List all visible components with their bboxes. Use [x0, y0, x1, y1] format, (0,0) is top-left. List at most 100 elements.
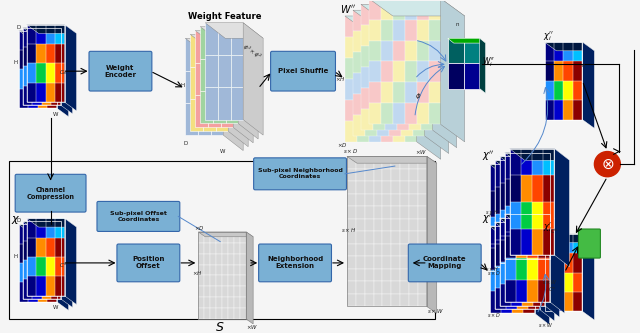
Polygon shape [38, 282, 47, 302]
Polygon shape [512, 226, 524, 248]
Text: $\chi''$: $\chi''$ [482, 150, 494, 163]
Polygon shape [573, 100, 582, 120]
Polygon shape [405, 58, 417, 79]
Text: $C^{in}$: $C^{in}$ [547, 285, 556, 294]
Polygon shape [228, 265, 234, 275]
Polygon shape [228, 275, 234, 286]
Polygon shape [490, 244, 501, 271]
Polygon shape [500, 157, 559, 168]
Polygon shape [391, 244, 400, 256]
Polygon shape [61, 221, 72, 307]
Polygon shape [405, 41, 417, 62]
Polygon shape [361, 88, 373, 109]
Polygon shape [540, 160, 554, 278]
Polygon shape [353, 94, 365, 115]
Polygon shape [420, 109, 433, 130]
Polygon shape [361, 109, 373, 130]
Polygon shape [420, 46, 433, 67]
Polygon shape [409, 244, 418, 256]
Polygon shape [238, 27, 258, 139]
Polygon shape [357, 37, 369, 58]
Polygon shape [383, 157, 391, 169]
Polygon shape [504, 179, 516, 206]
Polygon shape [400, 281, 409, 294]
Polygon shape [464, 63, 479, 89]
Polygon shape [228, 297, 234, 308]
Polygon shape [527, 236, 538, 258]
Polygon shape [400, 206, 409, 219]
Polygon shape [554, 81, 563, 100]
Polygon shape [573, 234, 582, 253]
Polygon shape [204, 254, 210, 265]
Polygon shape [538, 280, 550, 302]
Polygon shape [433, 4, 457, 148]
Polygon shape [205, 23, 218, 55]
Polygon shape [524, 226, 534, 248]
Polygon shape [373, 25, 385, 46]
Polygon shape [401, 73, 413, 94]
Polygon shape [61, 28, 72, 114]
Polygon shape [19, 263, 28, 282]
Polygon shape [216, 275, 222, 286]
Polygon shape [545, 42, 554, 62]
Polygon shape [353, 10, 449, 28]
Polygon shape [221, 63, 233, 95]
Polygon shape [198, 103, 211, 135]
Polygon shape [522, 157, 533, 183]
Polygon shape [374, 294, 383, 306]
Polygon shape [365, 231, 374, 244]
Polygon shape [374, 219, 383, 231]
Polygon shape [234, 265, 240, 275]
Polygon shape [545, 81, 554, 100]
Polygon shape [32, 260, 42, 279]
Polygon shape [464, 38, 479, 63]
Polygon shape [208, 31, 221, 63]
Polygon shape [186, 71, 198, 103]
Polygon shape [347, 294, 356, 306]
Polygon shape [377, 73, 389, 94]
Polygon shape [533, 210, 545, 236]
Polygon shape [190, 34, 248, 50]
Polygon shape [369, 79, 381, 100]
Polygon shape [545, 234, 554, 253]
Polygon shape [204, 308, 210, 319]
Polygon shape [511, 157, 522, 183]
Polygon shape [36, 218, 45, 238]
Polygon shape [538, 179, 550, 206]
Polygon shape [347, 219, 356, 231]
Polygon shape [409, 194, 418, 206]
Polygon shape [365, 281, 374, 294]
Polygon shape [27, 257, 36, 276]
Polygon shape [550, 153, 564, 271]
Polygon shape [554, 62, 563, 81]
Polygon shape [545, 62, 554, 81]
Polygon shape [409, 281, 418, 294]
Polygon shape [385, 109, 397, 130]
Polygon shape [356, 157, 365, 169]
Polygon shape [400, 294, 409, 306]
Polygon shape [365, 31, 377, 52]
Polygon shape [393, 0, 405, 20]
Polygon shape [36, 63, 45, 83]
Polygon shape [198, 297, 204, 308]
Polygon shape [356, 244, 365, 256]
Polygon shape [495, 160, 554, 172]
Polygon shape [397, 46, 409, 67]
Polygon shape [369, 83, 381, 104]
Polygon shape [409, 169, 418, 181]
Polygon shape [361, 4, 457, 22]
Polygon shape [545, 100, 554, 120]
Polygon shape [413, 10, 425, 31]
Polygon shape [223, 38, 243, 151]
Polygon shape [198, 38, 211, 71]
Text: $\otimes$: $\otimes$ [601, 157, 614, 171]
Polygon shape [393, 37, 405, 58]
Polygon shape [38, 263, 47, 282]
Polygon shape [356, 194, 365, 206]
Polygon shape [28, 282, 38, 302]
Polygon shape [383, 256, 391, 269]
Polygon shape [213, 27, 225, 59]
Polygon shape [47, 89, 56, 108]
Polygon shape [27, 63, 36, 83]
Polygon shape [563, 253, 573, 273]
